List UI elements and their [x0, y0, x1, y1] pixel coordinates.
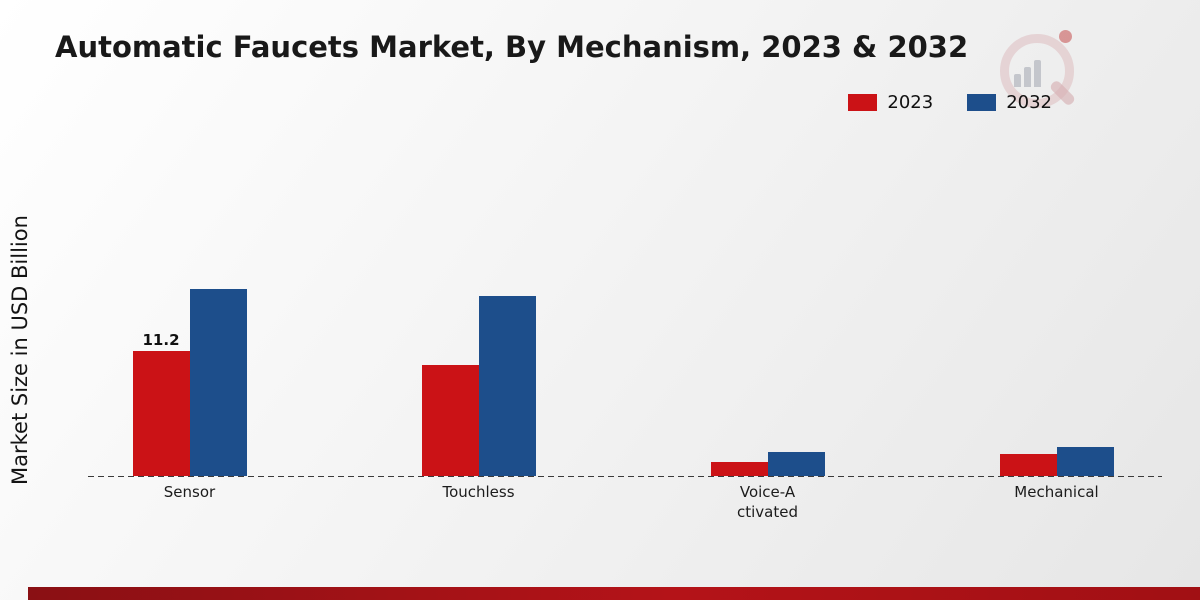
- legend-swatch-2023: [848, 94, 878, 111]
- bar-2032-touchless: [478, 296, 536, 476]
- x-axis-labels: Sensor Touchless Voice-Activated Mechanical: [45, 483, 1200, 543]
- x-axis-label-text: Voice-Activated: [737, 483, 798, 521]
- legend-item-2023: 2023: [848, 92, 933, 113]
- x-axis-label-mechanical: Mechanical: [912, 483, 1200, 503]
- bar-value-label-sensor-2023: 11.2: [142, 331, 180, 349]
- bar-group-voice-activated: [623, 142, 912, 476]
- plot-area: 11.2: [45, 142, 1200, 476]
- x-axis-baseline: [88, 476, 1162, 477]
- brand-logo-icon: [992, 30, 1082, 115]
- logo-dot-icon: [1059, 30, 1072, 43]
- chart-title: Automatic Faucets Market, By Mechanism, …: [55, 30, 969, 64]
- bar-group-touchless: [334, 142, 623, 476]
- legend-label-2023: 2023: [887, 92, 934, 113]
- x-axis-label-text: Mechanical: [1014, 483, 1099, 501]
- bar-2023-sensor: 11.2: [132, 331, 190, 476]
- legend: 2023 2032: [848, 92, 1052, 113]
- bar-2023-touchless: [421, 365, 479, 476]
- bar-group-mechanical: [912, 142, 1200, 476]
- x-axis-label-voice-activated: Voice-Activated: [623, 483, 912, 522]
- logo-bar-chart-icon: [1014, 60, 1041, 87]
- bar-2032-voice-activated: [767, 452, 825, 476]
- x-axis-label-text: Touchless: [442, 483, 515, 501]
- bar-2032-sensor: [189, 289, 247, 476]
- bar-2032-mechanical: [1056, 447, 1114, 476]
- x-axis-label-touchless: Touchless: [334, 483, 623, 503]
- bottom-accent-bar: [28, 587, 1200, 600]
- x-axis-label-text: Sensor: [163, 483, 216, 501]
- bar-group-sensor: 11.2: [45, 142, 334, 476]
- x-axis-label-sensor: Sensor: [45, 483, 334, 503]
- y-axis-label: Market Size in USD Billion: [8, 215, 32, 485]
- legend-swatch-2032: [967, 94, 997, 111]
- legend-item-2032: 2032: [967, 92, 1052, 113]
- bar-2023-mechanical: [999, 454, 1057, 476]
- legend-label-2032: 2032: [1006, 92, 1052, 113]
- magnifier-ring-icon: [1000, 34, 1074, 108]
- bar-2023-voice-activated: [710, 462, 768, 476]
